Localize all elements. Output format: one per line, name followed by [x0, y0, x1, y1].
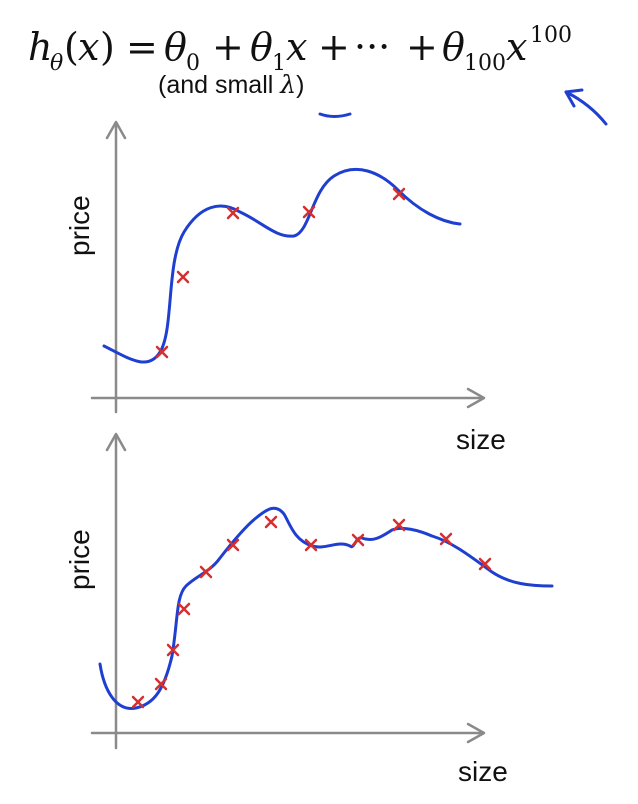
plot-2-point-4	[177, 602, 191, 616]
plot-2-ylabel: price	[64, 529, 95, 590]
formula-sub-100: 100	[464, 51, 506, 76]
formula-close-paren: )	[100, 25, 115, 69]
formula-sub-0: 0	[186, 51, 200, 76]
plot-2-point-8	[304, 538, 318, 552]
formula-plus-1: +	[212, 25, 244, 69]
formula-h-sub-theta: θ	[50, 51, 63, 76]
plot-2-point-9	[351, 533, 365, 547]
formula-sub-1: 1	[272, 51, 286, 76]
plot-1-point-1	[155, 345, 169, 359]
formula-x-100: x	[506, 25, 527, 69]
plot-1-fit-curve	[102, 167, 462, 364]
pointer-arrow-icon	[564, 88, 608, 126]
formula-theta-1: θ	[250, 25, 273, 69]
plot-2-axes	[90, 432, 486, 750]
plot-1-xlabel: size	[456, 424, 506, 455]
formula-open-paren: (	[64, 25, 79, 69]
plot-1-axes	[90, 120, 486, 414]
plot-2-point-5	[199, 565, 213, 579]
lambda-symbol: λ	[280, 70, 297, 99]
plot-2-point-11	[439, 532, 453, 546]
plot-2-y-arrowhead	[105, 432, 127, 452]
plot-2-markers	[131, 515, 492, 709]
subtitle-prefix: (and small	[158, 71, 281, 99]
plot-2-point-3	[166, 643, 180, 657]
plot-2-point-10	[392, 518, 406, 532]
plot-1-point-4	[302, 205, 316, 219]
plot-2-fit-curve	[98, 506, 554, 710]
formula-theta-100: θ	[442, 25, 465, 69]
hypothesis-formula: h θ ( x ) = θ 0 + θ 1 x + ··· + θ 100 x …	[28, 23, 572, 76]
plot-2-x-arrowhead	[466, 722, 486, 744]
formula-exp-100: 100	[530, 23, 572, 48]
plot-1-ylabel: price	[64, 195, 95, 256]
plot-1-point-5	[392, 187, 406, 201]
formula-h: h	[28, 25, 52, 69]
plot-1-point-3	[226, 206, 240, 220]
formula-equals: =	[126, 25, 158, 69]
plot-1-y-arrowhead	[105, 120, 127, 140]
plot-1-x-arrowhead	[466, 387, 486, 409]
plot-2-point-7	[264, 515, 278, 529]
lambda-underline	[318, 112, 352, 118]
plot-1-markers	[155, 187, 406, 359]
formula-x-1: x	[286, 25, 307, 69]
plot-2-point-2	[154, 677, 168, 691]
formula-plus-2: +	[318, 25, 350, 69]
formula-dots: ···	[354, 25, 390, 69]
plot-1-point-2	[176, 270, 190, 284]
formula-theta-0: θ	[164, 25, 187, 69]
subtitle-small-lambda: (and small λ)	[158, 70, 304, 100]
plot-2-point-12	[478, 557, 492, 571]
plot-2-point-1	[131, 695, 145, 709]
subtitle-suffix: )	[296, 71, 305, 99]
formula-x-arg: x	[78, 25, 99, 69]
plot-2-xlabel: size	[458, 756, 508, 787]
plot-2-point-6	[226, 538, 240, 552]
formula-plus-3: +	[406, 25, 438, 69]
